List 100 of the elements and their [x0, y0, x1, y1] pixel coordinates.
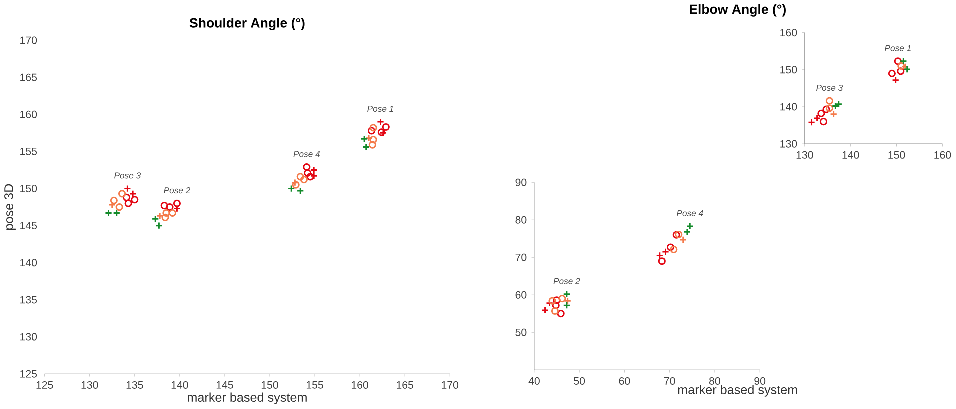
- x-tick-label: 155: [306, 381, 324, 389]
- y-tick-label: 150: [20, 185, 38, 193]
- point: [370, 136, 378, 144]
- x-tick-label: 80: [710, 377, 720, 386]
- point: [672, 231, 680, 239]
- point: [818, 110, 826, 118]
- x-tick-label: 125: [36, 381, 54, 389]
- x-tick-label: 160: [934, 151, 952, 159]
- point: [288, 185, 296, 193]
- point: [104, 209, 113, 218]
- x-axis-title: marker based system: [678, 385, 798, 397]
- point: [296, 187, 304, 195]
- point: [116, 204, 124, 212]
- point: [666, 244, 675, 252]
- x-tick-label: 150: [262, 381, 278, 389]
- point: [563, 302, 571, 310]
- y-tick-label: 140: [780, 103, 798, 111]
- point: [557, 310, 565, 318]
- x-tick-label: 130: [82, 381, 98, 389]
- annotation: Pose 3: [816, 84, 844, 92]
- x-tick-label: 140: [172, 381, 188, 389]
- point: [826, 97, 834, 105]
- y-tick-label: 145: [20, 222, 38, 230]
- y-tick-label: 60: [516, 291, 527, 299]
- point: [548, 297, 556, 305]
- y-tick-label: 70: [516, 254, 527, 262]
- point: [155, 222, 163, 230]
- x-tick-label: 170: [442, 381, 459, 389]
- annotation: Pose 3: [114, 172, 142, 179]
- x-tick-label: 135: [126, 381, 144, 389]
- y-tick-label: 50: [516, 328, 527, 336]
- point: [888, 70, 896, 78]
- y-tick-label: 165: [20, 74, 38, 82]
- x-tick-label: 130: [796, 151, 814, 159]
- point: [894, 58, 902, 66]
- y-axis-title: pose 3D: [4, 184, 16, 230]
- point: [830, 110, 838, 118]
- point: [118, 190, 126, 198]
- x-tick-label: 50: [574, 377, 586, 386]
- point: [162, 214, 170, 222]
- chart-title: Shoulder Angle (°): [190, 18, 305, 31]
- annotation: Pose 4: [676, 210, 704, 217]
- point: [300, 176, 308, 184]
- point: [306, 173, 314, 181]
- y-tick-label: 140: [20, 259, 38, 267]
- y-tick-label: 170: [20, 36, 38, 44]
- point: [382, 123, 390, 132]
- annotation: Pose 2: [164, 188, 191, 194]
- point: [296, 173, 304, 181]
- x-tick-label: 145: [216, 381, 234, 389]
- y-tick-label: 80: [516, 216, 527, 224]
- point: [173, 200, 181, 208]
- x-tick-label: 165: [397, 381, 414, 389]
- point: [152, 215, 160, 223]
- point: [680, 236, 688, 244]
- point: [814, 114, 822, 122]
- point: [110, 196, 118, 204]
- point: [675, 230, 683, 239]
- point: [124, 200, 132, 208]
- point: [904, 66, 912, 74]
- point: [832, 102, 840, 110]
- annotation: Pose 2: [554, 278, 580, 284]
- x-tick-label: 140: [842, 151, 860, 159]
- point: [368, 141, 376, 149]
- x-tick-label: 60: [619, 377, 630, 386]
- point: [113, 209, 121, 218]
- point: [131, 196, 139, 204]
- point: [360, 135, 368, 143]
- y-tick-label: 90: [516, 178, 527, 186]
- point: [168, 209, 176, 218]
- point: [552, 302, 560, 310]
- point: [551, 307, 559, 316]
- point: [162, 209, 170, 218]
- point: [900, 58, 908, 66]
- point: [378, 128, 386, 136]
- annotation: Pose 4: [294, 151, 320, 158]
- y-tick-label: 135: [20, 296, 38, 304]
- x-axis-title: marker based system: [188, 392, 307, 405]
- x-tick-label: 70: [664, 377, 676, 386]
- x-tick-label: 160: [352, 381, 368, 389]
- x-tick-label: 150: [888, 151, 906, 159]
- y-tick-label: 160: [20, 110, 38, 118]
- point: [370, 124, 378, 132]
- point: [553, 296, 561, 304]
- chart-title: Elbow Angle (°): [690, 4, 786, 17]
- point: [670, 246, 678, 254]
- point: [292, 181, 300, 189]
- point: [822, 106, 830, 114]
- y-tick-label: 125: [20, 370, 38, 378]
- point: [898, 62, 906, 70]
- annotation: Pose 1: [884, 45, 911, 52]
- point: [897, 68, 905, 76]
- x-tick-label: 90: [754, 377, 766, 386]
- point: [160, 202, 168, 210]
- point: [684, 228, 692, 236]
- y-tick-label: 130: [780, 140, 798, 148]
- y-tick-label: 150: [780, 66, 798, 74]
- point: [826, 104, 834, 112]
- point: [658, 258, 666, 266]
- point: [368, 127, 376, 135]
